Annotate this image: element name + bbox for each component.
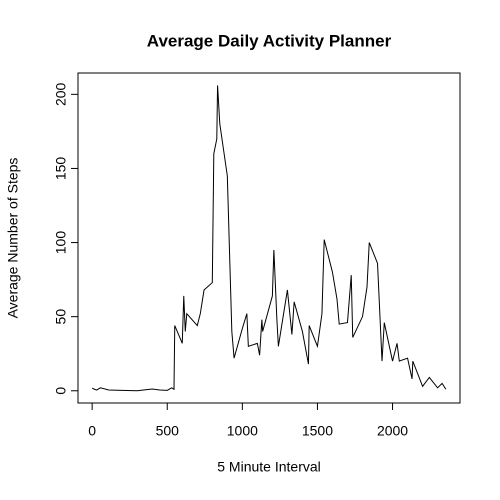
y-tick-label: 0 [53, 387, 69, 395]
y-tick-label: 200 [53, 82, 69, 106]
y-tick-label: 100 [53, 231, 69, 255]
plot-frame [77, 72, 461, 404]
x-axis-label: 5 Minute Interval [217, 459, 321, 475]
x-tick-label: 1500 [302, 423, 333, 439]
x-tick-label: 0 [88, 423, 96, 439]
y-tick-label: 50 [53, 309, 69, 325]
x-tick-label: 2000 [377, 423, 408, 439]
x-tick-label: 1000 [227, 423, 258, 439]
y-axis-label: Average Number of Steps [5, 158, 21, 319]
chart-title: Average Daily Activity Planner [147, 31, 392, 50]
y-tick-label: 150 [53, 157, 69, 181]
x-tick-label: 500 [156, 423, 180, 439]
line-series [91, 85, 447, 392]
